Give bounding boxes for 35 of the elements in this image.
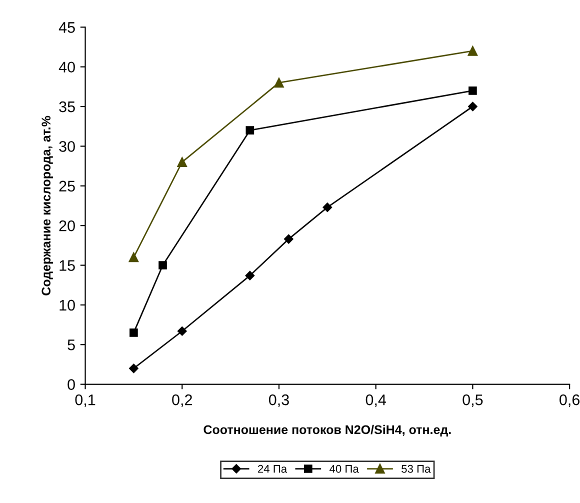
y-tick-label: 30	[59, 141, 75, 152]
y-tick-label: 40	[58, 62, 75, 73]
point	[322, 202, 332, 212]
legend-label: 53 Па	[402, 464, 431, 473]
point	[284, 234, 294, 244]
point	[468, 86, 477, 95]
y-tick-label: 15	[60, 260, 75, 271]
point	[128, 252, 139, 262]
x-tick-label: 0,6	[560, 394, 580, 408]
x-tick-label: 0,3	[268, 394, 289, 408]
x-tick-label: 0,5	[462, 394, 483, 408]
legend-label: 40 Па	[330, 464, 359, 473]
x-tick-label: 0,1	[75, 394, 96, 408]
y-tick-label: 35	[59, 101, 75, 112]
y-tick-label: 25	[59, 180, 75, 192]
point	[177, 157, 187, 167]
point	[130, 328, 138, 337]
x-tick-label: 0,4	[366, 394, 386, 408]
point	[246, 126, 254, 134]
x-axis-title: Соотношение потоков N2O/SiH4, отн.ед.	[204, 424, 451, 436]
y-tick-label: 10	[60, 300, 75, 311]
point	[129, 364, 138, 374]
y-tick-label: 20	[59, 220, 75, 232]
legend-label: 24 Па	[258, 464, 288, 473]
point	[245, 270, 255, 280]
point	[274, 78, 284, 88]
point	[158, 261, 167, 270]
y-tick-label: 0	[68, 379, 75, 390]
point	[177, 326, 187, 336]
point	[468, 102, 478, 112]
y-tick-label: 45	[58, 22, 75, 33]
x-tick-label: 0,2	[172, 394, 192, 408]
point	[468, 46, 478, 56]
y-axis-title: Содержание кислорода, ат.%	[42, 116, 53, 296]
y-tick-label: 5	[68, 340, 75, 350]
